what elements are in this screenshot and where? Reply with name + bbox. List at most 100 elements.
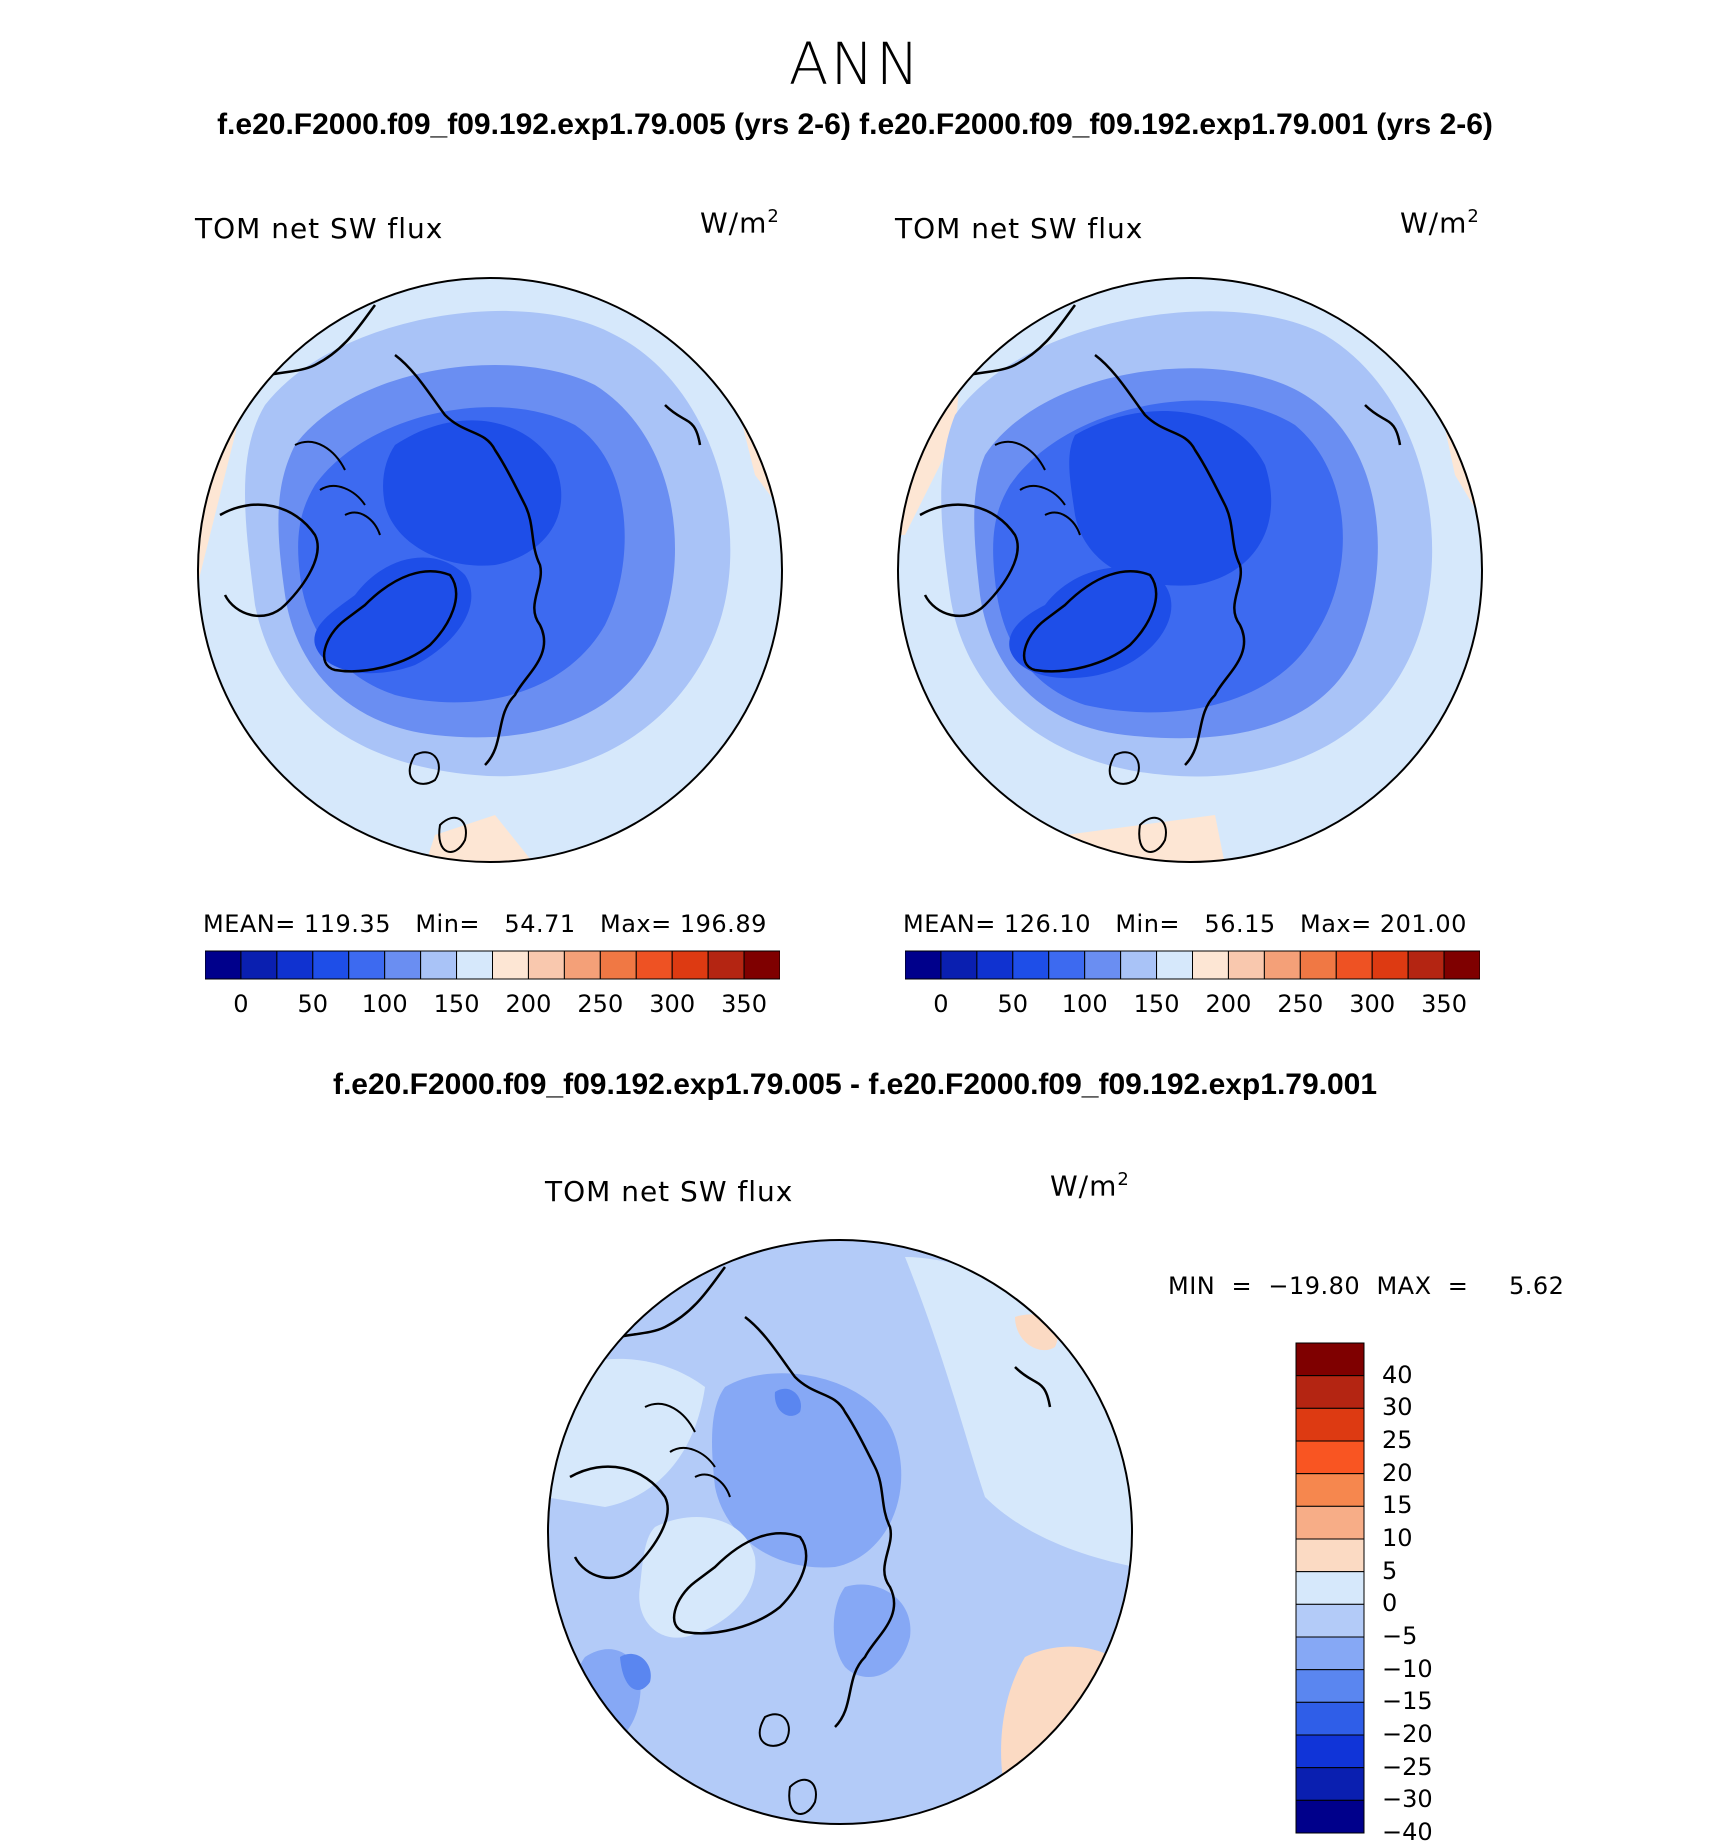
panel2-colorbar-swatch <box>905 950 942 980</box>
diff-colorbar-tick-label: −5 <box>1382 1622 1418 1650</box>
diff-colorbar-swatch <box>1295 1473 1365 1507</box>
panel1-colorbar-swatch <box>420 950 458 980</box>
diff-polar-map <box>547 1239 1133 1825</box>
panel1-units-exp: 2 <box>767 206 780 227</box>
panel2-map-border <box>897 277 1483 863</box>
panel1-polar-map <box>197 277 783 863</box>
panel2-colorbar-swatch <box>1084 950 1122 980</box>
diff-colorbar-tick-label: 5 <box>1382 1556 1398 1585</box>
diff-coast-greenland <box>673 1532 808 1635</box>
diff-colorbar-swatch <box>1295 1571 1365 1605</box>
panel1-colorbar-tick-label: 0 <box>233 990 249 1018</box>
panel2-colorbar-swatch <box>1335 950 1373 980</box>
panel2-coast-kamchatka <box>1364 404 1402 446</box>
panel2-field-level-75-pole <box>1069 411 1272 586</box>
panel2-colorbar <box>905 950 1480 980</box>
diff-colorbar-swatch <box>1295 1440 1365 1475</box>
diff-colorbar-tick-label: −20 <box>1382 1720 1433 1748</box>
panel1-colorbar-swatch <box>527 950 565 980</box>
panel2-units-exp: 2 <box>1467 206 1480 227</box>
panel1-coast-iceland <box>408 751 440 785</box>
panel2-colorbar-tick-label: 300 <box>1349 990 1396 1018</box>
panel1-coast-archipelago <box>294 440 381 536</box>
diff-field-warm-atlantic <box>1001 1646 1132 1824</box>
panel2-colorbar-swatch <box>1263 950 1301 980</box>
panel2-coast-archipelago <box>994 440 1081 536</box>
panel2-variable-title: TOM net SW flux <box>895 212 1144 245</box>
panel2-colorbar-swatch <box>1371 950 1409 980</box>
panel2-colorbar-tick-label: 350 <box>1421 990 1467 1018</box>
diff-colorbar-swatch <box>1295 1734 1365 1769</box>
diff-colorbar-tick-label: −30 <box>1382 1785 1433 1814</box>
diff-colorbar-swatch <box>1295 1799 1365 1834</box>
diff-coast-britain <box>788 1778 817 1815</box>
panel1-colorbar-swatch <box>599 950 637 980</box>
diff-colorbar-tick-label: −25 <box>1382 1752 1433 1781</box>
panel1-units-base: W/m <box>700 206 768 240</box>
panel2-colorbar-labels: 0 50 100 150 200 250 300 350 <box>905 990 1480 1024</box>
diff-colorbar-labels: 40 30 25 20 15 10 5 0 −5 −10 −15 −20 −25 −30 −40 <box>1382 1342 1462 1846</box>
diff-colorbar-swatch <box>1295 1603 1365 1638</box>
panel2-colorbar-swatch <box>1048 950 1086 980</box>
diff-field-central-mid <box>712 1373 902 1568</box>
diff-colorbar-swatch <box>1295 1636 1365 1671</box>
diff-header: f.e20.F2000.f09_f09.192.exp1.79.005 - f.… <box>332 1068 1378 1101</box>
panel2-field-level-75-greenland <box>1009 567 1172 679</box>
diff-coast-archipelago <box>644 1402 731 1498</box>
panel1-colorbar-swatch <box>456 950 493 980</box>
diff-colorbar-swatch <box>1295 1342 1365 1377</box>
panel1-stats: MEAN= 119.35 Min= 54.71 Max= 196.89 <box>203 910 767 938</box>
panel1-colorbar-swatch <box>743 950 780 980</box>
diff-field-greenland-light <box>639 1517 756 1638</box>
diff-field-nordic-mid <box>833 1584 911 1677</box>
diff-colorbar-swatch <box>1295 1767 1365 1801</box>
panel2-coast-iceland <box>1108 751 1140 785</box>
panel2-colorbar-tick-label: 250 <box>1277 990 1324 1018</box>
panel1-colorbar-swatch <box>312 950 350 980</box>
diff-colorbar-tick-label: 30 <box>1382 1393 1413 1422</box>
panel1-coast-kamchatka <box>664 404 702 446</box>
diff-coast-kamchatka <box>1014 1366 1052 1408</box>
panel2-colorbar-swatch <box>1120 950 1158 980</box>
diff-colorbar-tick-label: 25 <box>1382 1426 1413 1454</box>
panel2-coast-greenland <box>1023 570 1158 673</box>
diff-coast-iceland <box>758 1713 790 1747</box>
panel1-colorbar-tick-label: 100 <box>361 990 408 1018</box>
diff-field-north-mid <box>565 1240 655 1307</box>
panel1-colorbar-swatch <box>276 950 314 980</box>
panel2-colorbar-swatch <box>1407 950 1445 980</box>
panel2-units: W/m2 <box>1400 206 1480 239</box>
panel1-field-level-75-pole <box>383 420 562 566</box>
panel1-coast-scandinavia <box>394 354 546 766</box>
panel2-colorbar-tick-label: 200 <box>1205 990 1252 1018</box>
diff-colorbar-swatch <box>1295 1669 1365 1703</box>
diff-colorbar-tick-label: 10 <box>1382 1524 1413 1552</box>
panel1-colorbar-labels: 0 50 100 150 200 250 300 350 <box>205 990 780 1024</box>
diff-field-atlantic-dark <box>620 1653 651 1690</box>
diff-colorbar-tick-label: 0 <box>1382 1589 1398 1618</box>
diff-colorbar-swatch <box>1295 1701 1365 1736</box>
diff-colorbar-tick-label: 15 <box>1382 1491 1413 1520</box>
panel1-colorbar-swatch <box>384 950 422 980</box>
panel1-colorbar-tick-label: 200 <box>505 990 552 1018</box>
diff-colorbar-tick-label: 20 <box>1382 1458 1413 1487</box>
diff-coast-scandinavia <box>744 1316 896 1728</box>
panel2-colorbar-swatch <box>1156 950 1193 980</box>
panel1-colorbar-tick-label: 300 <box>649 990 696 1018</box>
diff-units-base: W/m <box>1050 1169 1118 1203</box>
panel2-colorbar-tick-label: 50 <box>997 990 1029 1018</box>
panel1-colorbar-swatch <box>492 950 529 980</box>
panel1-colorbar-swatch <box>671 950 709 980</box>
diff-colorbar-tick-label: −10 <box>1382 1654 1433 1683</box>
case-header: f.e20.F2000.f09_f09.192.exp1.79.005 (yrs… <box>217 108 1493 141</box>
panel1-colorbar-swatch <box>240 950 278 980</box>
panel1-map-border <box>197 277 783 863</box>
panel1-coast-greenland <box>323 570 458 673</box>
diff-colorbar <box>1295 1342 1365 1834</box>
panel2-units-base: W/m <box>1400 206 1468 240</box>
diff-units: W/m2 <box>1050 1169 1130 1202</box>
panel1-colorbar-tick-label: 50 <box>297 990 329 1018</box>
panel2-coast-britain <box>1138 816 1167 853</box>
panel2-colorbar-swatch <box>1012 950 1050 980</box>
diff-stats: MIN = −19.80 MAX = 5.62 <box>1168 1272 1565 1300</box>
